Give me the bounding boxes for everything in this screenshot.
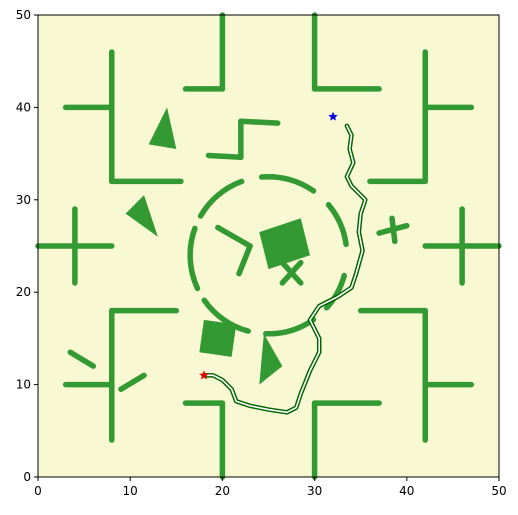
x-tick-label: 30 — [307, 484, 322, 498]
x-tick-label: 50 — [491, 484, 506, 498]
wall-segment — [215, 224, 253, 249]
y-axis: 0 10 20 30 40 50 — [16, 8, 38, 484]
wall-segment — [205, 152, 244, 161]
plot-frame — [37, 14, 500, 478]
ring-arc-segment — [197, 178, 245, 219]
x-tick-label: 10 — [123, 484, 138, 498]
y-tick-label: 40 — [16, 100, 31, 114]
goal-star-icon — [328, 111, 338, 121]
ring-arc-segment — [187, 225, 201, 292]
y-tick-label: 10 — [16, 378, 31, 392]
square-obstacle — [199, 319, 237, 357]
square-obstacle — [259, 218, 310, 270]
wall-segment — [238, 118, 281, 126]
triangle-obstacle — [259, 333, 283, 385]
wall-segment — [67, 349, 97, 369]
ring-arc-segment — [258, 173, 317, 194]
triangle-obstacle — [125, 195, 158, 237]
ring-arc-segment — [325, 202, 349, 248]
triangle-obstacle — [148, 107, 177, 149]
x-tick-label: 0 — [34, 484, 42, 498]
marker-layer — [199, 111, 338, 380]
wall-segment — [236, 243, 253, 277]
wall-segment — [279, 259, 304, 286]
wall-segment — [389, 215, 398, 245]
x-axis: 0 10 20 30 40 50 — [34, 477, 507, 498]
x-tick-label: 20 — [215, 484, 230, 498]
trajectory-path-center — [203, 125, 367, 414]
y-tick-label: 30 — [16, 193, 31, 207]
x-tick-label: 40 — [399, 484, 414, 498]
obstacle-layer — [35, 12, 502, 480]
wall-segment — [118, 372, 147, 392]
y-tick-label: 50 — [16, 8, 31, 22]
trajectory-layer — [201, 123, 368, 415]
ring-arc-segment — [323, 272, 347, 311]
y-tick-label: 20 — [16, 285, 31, 299]
y-tick-label: 0 — [23, 470, 31, 484]
start-star-icon — [199, 370, 209, 380]
ring-arc-segment — [201, 297, 251, 334]
